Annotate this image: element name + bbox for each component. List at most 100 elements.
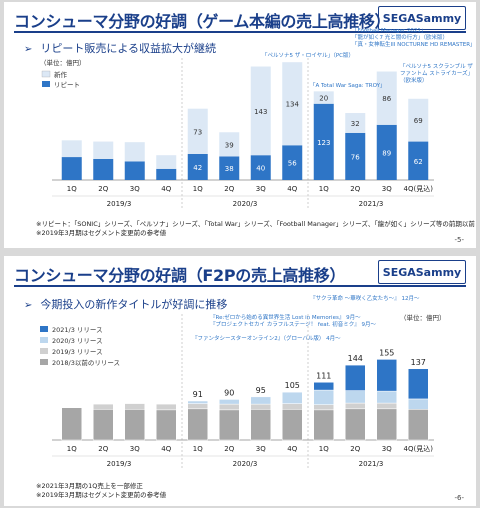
slide-subtitle: ➢ 今期投入の新作タイトルが好調に推移 [24, 296, 227, 312]
callout-sakura-kakumei: 『サクラ革命 ～華咲く乙女たち～』 12月～ [310, 296, 420, 302]
total-label: 90 [224, 388, 234, 397]
bar-segment [376, 390, 397, 404]
bar-segment [93, 158, 114, 180]
title-divider [14, 31, 466, 33]
bar-segment [408, 368, 429, 400]
tick-label: 2Q [224, 185, 234, 193]
bar-segment [250, 409, 271, 441]
bar-segment [124, 161, 145, 180]
bar-segment [124, 142, 145, 162]
tick-label: 3Q [382, 185, 392, 193]
data-label: 123 [317, 139, 330, 147]
tick-label: 3Q [130, 185, 140, 193]
callout-pso2-global: 『ファンタシースターオンライン2』（グローバル版） 4月～ [192, 336, 341, 342]
data-label: 39 [225, 141, 234, 149]
legend-swatch-repeat [42, 81, 50, 87]
group-label: 2021/3 [359, 460, 384, 468]
footnote-segment: ※2019年3月期はセグメント変更前の参考値 [36, 490, 167, 499]
legend-swatch [40, 359, 48, 365]
chevron-right-icon: ➢ [24, 300, 33, 311]
tick-label: 2Q [224, 445, 234, 453]
footnote-segment: ※2019年3月期はセグメント変更前の参考値 [36, 228, 167, 237]
tick-label: 3Q [256, 445, 266, 453]
tick-label: 1Q [319, 445, 329, 453]
bar-segment [219, 403, 240, 411]
chart-f2p-sales: 2019/3 2020/3 2021/3 1Q 2Q 3Q 4Q 1Q 2Q 3Q 4Q 1Q 2Q 3Q… [40, 312, 446, 470]
legend-label: 2021/3 リリース [52, 326, 103, 334]
page-number: -6- [454, 494, 464, 502]
bar-segment [376, 402, 397, 410]
footnotes: ※リピート：「SONIC」シリーズ、「ペルソナ」シリーズ、「Total War」… [36, 220, 476, 237]
callout-rezero-sekai: 『Re:ゼロから始める異世界生活 Lost in Memories』 9月～ 『… [210, 315, 376, 328]
unit-label: （単位：億円） [40, 58, 86, 67]
bar-segment [313, 103, 334, 180]
bar-segment [250, 403, 271, 410]
bar-segment [408, 98, 429, 142]
bar-segment [345, 390, 366, 404]
tick-label: 4Q [161, 185, 171, 193]
bar-segment [282, 145, 303, 180]
bar-segment [250, 66, 271, 156]
bar-segment [124, 403, 145, 410]
bar-segment [345, 402, 366, 410]
legend-label: 2020/3 リリース [52, 337, 103, 345]
tick-label: 1Q [67, 185, 77, 193]
bar-segment [345, 113, 366, 133]
tick-label: 2Q [350, 445, 360, 453]
footnotes: ※2021年3月期の1Q売上を一部修正 ※2019年3月期はセグメント変更前の参… [36, 482, 166, 499]
group-label: 2021/3 [359, 200, 384, 208]
total-label: 137 [411, 358, 426, 367]
tick-label: 3Q [256, 185, 266, 193]
bar-segment [156, 155, 177, 169]
bar-segment [219, 156, 240, 180]
bar-segment [61, 140, 82, 158]
bar-segment [156, 403, 177, 411]
bar-segment [345, 408, 366, 441]
tick-label: 1Q [193, 445, 203, 453]
bar-segment [250, 396, 271, 405]
segasammy-logo: SEGASammy [378, 260, 466, 284]
legend-label: 2018/3以前のリリース [52, 358, 120, 367]
bar-segment [187, 408, 208, 441]
bar-segment [313, 382, 334, 391]
bar-segment [282, 403, 303, 410]
bar-segment [345, 364, 366, 391]
bar-segment [61, 407, 82, 441]
bar-segment [93, 141, 114, 159]
tick-label: 3Q [130, 445, 140, 453]
legend-swatch [40, 348, 48, 354]
bar-segment [408, 398, 429, 410]
callout-persona5-strikers: 「ペルソナ5 スクランブル ザ ファントム ストライカーズ」 （欧米版） [400, 64, 473, 84]
unit-label: （単位：億円） [400, 313, 446, 322]
group-label: 2019/3 [107, 460, 132, 468]
legend-label-new: 新作 [54, 70, 68, 79]
tick-label: 4Q [161, 445, 171, 453]
total-label: 155 [379, 348, 394, 357]
subtitle-text: 今期投入の新作タイトルが好調に推移 [40, 298, 228, 311]
tick-label: 2Q [98, 445, 108, 453]
segasammy-logo: SEGASammy [378, 6, 466, 30]
bar-segment [124, 409, 145, 441]
slide-console-titles: コンシューマ分野の好調（ゲーム本編の売上高推移） SEGASammy ➢ リピート… [4, 2, 476, 248]
legend-swatch [40, 326, 48, 332]
tick-label: 4Q(見込) [404, 184, 434, 193]
bar-segment [61, 157, 82, 180]
bar-segment [156, 409, 177, 441]
tick-label: 1Q [193, 185, 203, 193]
bar-segment [282, 62, 303, 146]
data-label: 32 [351, 120, 360, 128]
legend-label-repeat: リピート [54, 81, 80, 89]
total-label: 91 [193, 390, 203, 399]
bar-segment [313, 404, 334, 411]
total-label: 105 [285, 381, 300, 390]
legend-swatch [40, 337, 48, 343]
tick-label: 2Q [350, 185, 360, 193]
tick-label: 1Q [319, 185, 329, 193]
bar-segment [187, 153, 208, 180]
group-label: 2020/3 [233, 200, 258, 208]
tick-label: 3Q [382, 445, 392, 453]
chevron-right-icon: ➢ [24, 44, 33, 55]
callout-persona5-pc: 「ペルソナ5 ザ・ロイヤル」（PC版） [262, 53, 354, 59]
data-label: 73 [193, 128, 202, 136]
bar-segment [376, 71, 397, 125]
